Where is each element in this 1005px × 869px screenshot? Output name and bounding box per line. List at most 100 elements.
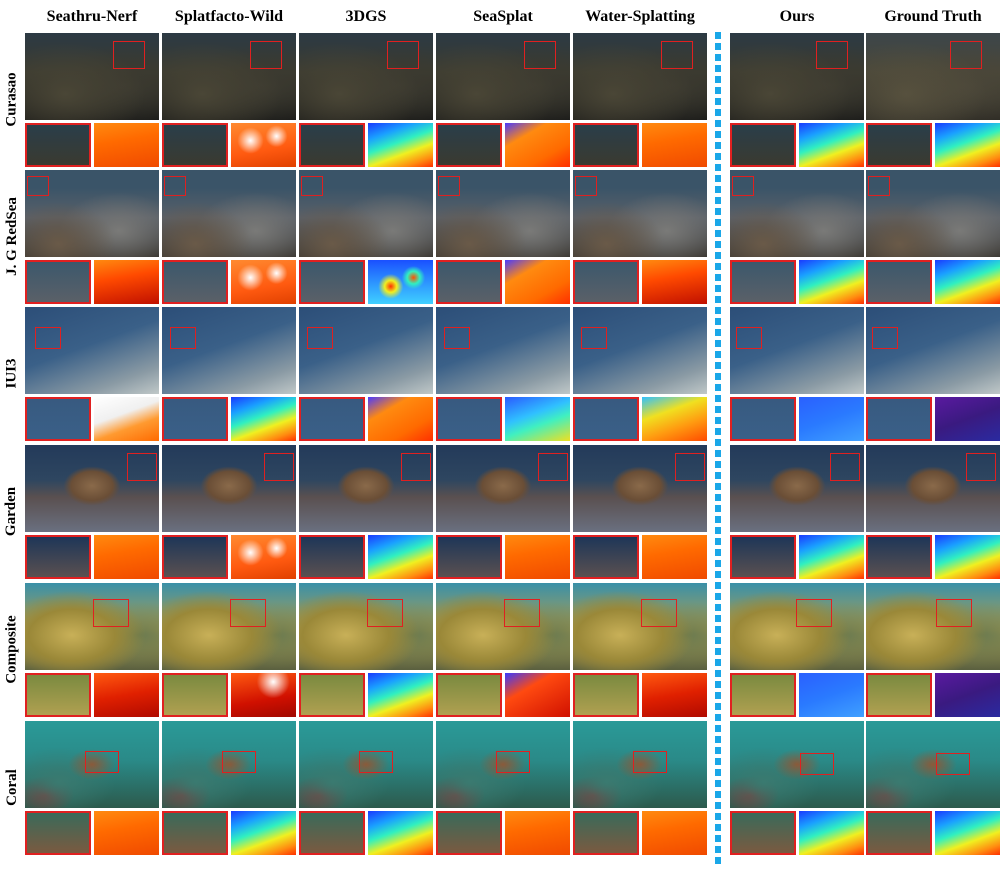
- render-iui3-seasplat: [436, 307, 570, 394]
- zoom-crop-curasao-splatfacto-wild: [162, 123, 228, 167]
- depth-map-jg-redsea-ground-truth: [935, 260, 1000, 304]
- depth-map-iui3-water-splatting: [642, 397, 707, 441]
- roi-box: [359, 751, 393, 773]
- depth-map-garden-3dgs: [368, 535, 433, 579]
- depth-map-coral-ground-truth: [935, 811, 1000, 855]
- render-composite-water-splatting: [573, 583, 707, 670]
- column-header-seasplat: SeaSplat: [473, 8, 533, 25]
- roi-box: [661, 41, 693, 69]
- roi-box: [736, 327, 762, 349]
- zoom-crop-composite-seathru-nerf: [25, 673, 91, 717]
- render-curasao-3dgs: [299, 33, 433, 120]
- roi-box: [164, 176, 186, 196]
- depth-map-iui3-seasplat: [505, 397, 570, 441]
- render-coral-seasplat: [436, 721, 570, 808]
- roi-box: [301, 176, 323, 196]
- roi-box: [868, 176, 890, 196]
- zoom-crop-jg-redsea-water-splatting: [573, 260, 639, 304]
- zoom-crop-composite-splatfacto-wild: [162, 673, 228, 717]
- zoom-crop-garden-seasplat: [436, 535, 502, 579]
- zoom-crop-curasao-ours: [730, 123, 796, 167]
- roi-box: [800, 753, 834, 775]
- zoom-crop-jg-redsea-splatfacto-wild: [162, 260, 228, 304]
- roi-box: [796, 599, 832, 627]
- depth-map-garden-water-splatting: [642, 535, 707, 579]
- render-composite-ground-truth: [866, 583, 1000, 670]
- zoom-crop-composite-seasplat: [436, 673, 502, 717]
- zoom-crop-jg-redsea-seathru-nerf: [25, 260, 91, 304]
- roi-box: [496, 751, 530, 773]
- zoom-crop-composite-water-splatting: [573, 673, 639, 717]
- depth-map-coral-seasplat: [505, 811, 570, 855]
- depth-map-composite-splatfacto-wild: [231, 673, 296, 717]
- render-garden-ours: [730, 445, 864, 532]
- depth-map-iui3-splatfacto-wild: [231, 397, 296, 441]
- zoom-crop-curasao-ground-truth: [866, 123, 932, 167]
- render-iui3-water-splatting: [573, 307, 707, 394]
- column-header-ground-truth: Ground Truth: [884, 8, 982, 25]
- render-jg-redsea-3dgs: [299, 170, 433, 257]
- render-iui3-ground-truth: [866, 307, 1000, 394]
- render-garden-3dgs: [299, 445, 433, 532]
- zoom-crop-garden-ground-truth: [866, 535, 932, 579]
- depth-map-iui3-3dgs: [368, 397, 433, 441]
- column-header-splatfacto-wild: Splatfacto-Wild: [174, 8, 284, 25]
- roi-box: [250, 41, 282, 69]
- roi-box: [830, 453, 860, 481]
- depth-map-curasao-seathru-nerf: [94, 123, 159, 167]
- roi-box: [230, 599, 266, 627]
- roi-box: [170, 327, 196, 349]
- row-label-text: IUI3: [3, 358, 20, 389]
- row-label-curasao: Curasao: [1, 33, 23, 166]
- zoom-crop-garden-splatfacto-wild: [162, 535, 228, 579]
- zoom-crop-iui3-ground-truth: [866, 397, 932, 441]
- render-composite-seasplat: [436, 583, 570, 670]
- depth-map-jg-redsea-water-splatting: [642, 260, 707, 304]
- render-jg-redsea-splatfacto-wild: [162, 170, 296, 257]
- depth-map-iui3-ground-truth: [935, 397, 1000, 441]
- zoom-crop-garden-ours: [730, 535, 796, 579]
- zoom-crop-jg-redsea-ground-truth: [866, 260, 932, 304]
- depth-map-composite-seasplat: [505, 673, 570, 717]
- roi-box: [93, 599, 129, 627]
- zoom-crop-jg-redsea-seasplat: [436, 260, 502, 304]
- zoom-crop-curasao-water-splatting: [573, 123, 639, 167]
- column-header-seathru-nerf: Seathru-Nerf: [46, 8, 138, 25]
- depth-map-garden-ground-truth: [935, 535, 1000, 579]
- roi-box: [524, 41, 556, 69]
- depth-map-garden-ours: [799, 535, 864, 579]
- depth-map-composite-water-splatting: [642, 673, 707, 717]
- zoom-crop-coral-water-splatting: [573, 811, 639, 855]
- depth-map-coral-splatfacto-wild: [231, 811, 296, 855]
- depth-map-curasao-ours: [799, 123, 864, 167]
- render-curasao-ours: [730, 33, 864, 120]
- zoom-crop-composite-ground-truth: [866, 673, 932, 717]
- row-label-text: J. G RedSea: [3, 197, 20, 276]
- depth-map-curasao-water-splatting: [642, 123, 707, 167]
- depth-map-jg-redsea-3dgs: [368, 260, 433, 304]
- zoom-crop-iui3-splatfacto-wild: [162, 397, 228, 441]
- roi-box: [113, 41, 145, 69]
- zoom-crop-iui3-3dgs: [299, 397, 365, 441]
- render-jg-redsea-seasplat: [436, 170, 570, 257]
- roi-box: [85, 751, 119, 773]
- roi-box: [950, 41, 982, 69]
- column-header-3dgs: 3DGS: [345, 8, 387, 25]
- roi-box: [872, 327, 898, 349]
- depth-map-composite-ours: [799, 673, 864, 717]
- zoom-crop-iui3-seasplat: [436, 397, 502, 441]
- render-garden-splatfacto-wild: [162, 445, 296, 532]
- zoom-crop-composite-3dgs: [299, 673, 365, 717]
- render-curasao-seasplat: [436, 33, 570, 120]
- render-coral-3dgs: [299, 721, 433, 808]
- zoom-crop-iui3-seathru-nerf: [25, 397, 91, 441]
- zoom-crop-coral-splatfacto-wild: [162, 811, 228, 855]
- row-label-composite: Composite: [1, 583, 23, 716]
- render-curasao-splatfacto-wild: [162, 33, 296, 120]
- ours-divider: [715, 32, 721, 864]
- render-curasao-seathru-nerf: [25, 33, 159, 120]
- zoom-crop-coral-ours: [730, 811, 796, 855]
- roi-box: [367, 599, 403, 627]
- render-jg-redsea-seathru-nerf: [25, 170, 159, 257]
